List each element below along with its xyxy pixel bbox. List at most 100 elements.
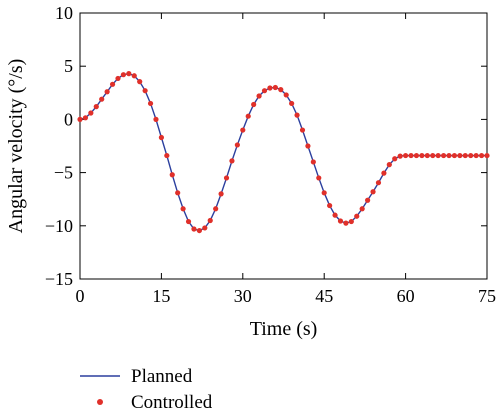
controlled-point [272, 84, 278, 91]
controlled-point [245, 113, 251, 119]
controlled-point [267, 85, 273, 91]
controlled-point [321, 190, 327, 196]
x-tick-label: 15 [152, 286, 170, 306]
planned-series [79, 72, 487, 232]
controlled-point [484, 152, 490, 159]
x-tick-label: 45 [315, 286, 333, 306]
controlled-point [207, 217, 213, 224]
controlled-point [397, 153, 403, 159]
controlled-point [158, 134, 164, 141]
controlled-point [462, 152, 468, 159]
x-tick-label: 30 [234, 286, 252, 306]
planned-line [79, 72, 487, 232]
controlled-point [251, 101, 257, 108]
controlled-point [468, 152, 474, 159]
controlled-point [256, 93, 262, 99]
legend-marker-swatch [97, 399, 103, 405]
y-tick-label: −10 [45, 216, 73, 236]
controlled-point [299, 127, 306, 133]
controlled-point [392, 156, 398, 162]
controlled-point [305, 143, 311, 149]
legend-label-planned: Planned [131, 366, 193, 387]
controlled-point [202, 225, 208, 231]
controlled-point [196, 227, 202, 234]
controlled-point [332, 212, 338, 218]
controlled-point [386, 162, 392, 168]
controlled-point [413, 152, 420, 159]
controlled-point [104, 89, 110, 95]
controlled-point [343, 220, 349, 226]
y-tick-label: −5 [54, 163, 73, 183]
controlled-point [180, 206, 186, 212]
controlled-point [435, 152, 441, 159]
controlled-point [99, 96, 105, 102]
controlled-point [403, 152, 409, 159]
controlled-point [327, 202, 333, 209]
x-tick-label: 60 [397, 286, 415, 306]
x-tick-label: 0 [76, 286, 85, 306]
controlled-point [261, 88, 268, 94]
controlled-point [115, 75, 121, 82]
controlled-point [294, 112, 300, 118]
controlled-point [223, 175, 230, 181]
controlled-point [446, 152, 452, 159]
x-axis-label: Time (s) [250, 318, 318, 340]
controlled-point [278, 87, 284, 93]
y-tick-label: 10 [55, 3, 73, 23]
controlled-point [153, 116, 159, 122]
controlled-point [126, 71, 132, 77]
controlled-point [316, 175, 322, 181]
controlled-point [354, 213, 360, 219]
controlled-point [131, 73, 137, 79]
controlled-point [229, 158, 235, 164]
controlled-point [440, 152, 447, 159]
controlled-point [109, 81, 116, 87]
y-tick-label: 5 [64, 56, 73, 76]
controlled-point [478, 152, 485, 159]
controlled-point [137, 79, 143, 85]
controlled-point [120, 72, 127, 78]
controlled-point [337, 218, 344, 224]
controlled-point [164, 152, 170, 159]
controlled-point [473, 152, 479, 159]
controlled-point [283, 92, 289, 98]
controlled-point [289, 100, 295, 107]
y-axis: 10 5 0 −5 −10 −15 [45, 3, 487, 289]
legend-label-controlled: Controlled [131, 392, 213, 413]
controlled-point [147, 100, 154, 107]
controlled-point [310, 159, 316, 165]
controlled-point [408, 152, 414, 159]
controlled-point [424, 152, 430, 159]
controlled-point [88, 110, 94, 116]
controlled-point [191, 226, 197, 232]
x-axis: 0 15 30 45 60 75 [76, 13, 496, 306]
controlled-point [77, 116, 83, 122]
controlled-point [381, 170, 387, 176]
controlled-point [82, 115, 89, 121]
controlled-point [234, 142, 240, 148]
controlled-point [359, 206, 365, 212]
controlled-series [77, 71, 490, 234]
controlled-point [218, 191, 224, 197]
y-tick-label: 0 [64, 109, 73, 129]
controlled-point [93, 104, 99, 110]
x-tick-label: 75 [478, 286, 496, 306]
controlled-point [142, 88, 148, 94]
legend: Planned Controlled [80, 366, 213, 413]
controlled-point [365, 197, 371, 203]
controlled-point [370, 189, 376, 195]
controlled-point [451, 152, 458, 159]
controlled-point [240, 127, 246, 133]
controlled-point [213, 206, 219, 212]
controlled-point [375, 180, 382, 186]
controlled-point [430, 152, 436, 159]
plot-border [79, 12, 488, 280]
controlled-point [419, 152, 425, 159]
controlled-point [169, 172, 175, 178]
y-tick-label: −15 [45, 269, 73, 289]
controlled-point [348, 218, 354, 225]
controlled-point [457, 152, 463, 159]
y-axis-label: Angular velocity (°/s) [5, 59, 27, 234]
controlled-point [185, 218, 192, 225]
